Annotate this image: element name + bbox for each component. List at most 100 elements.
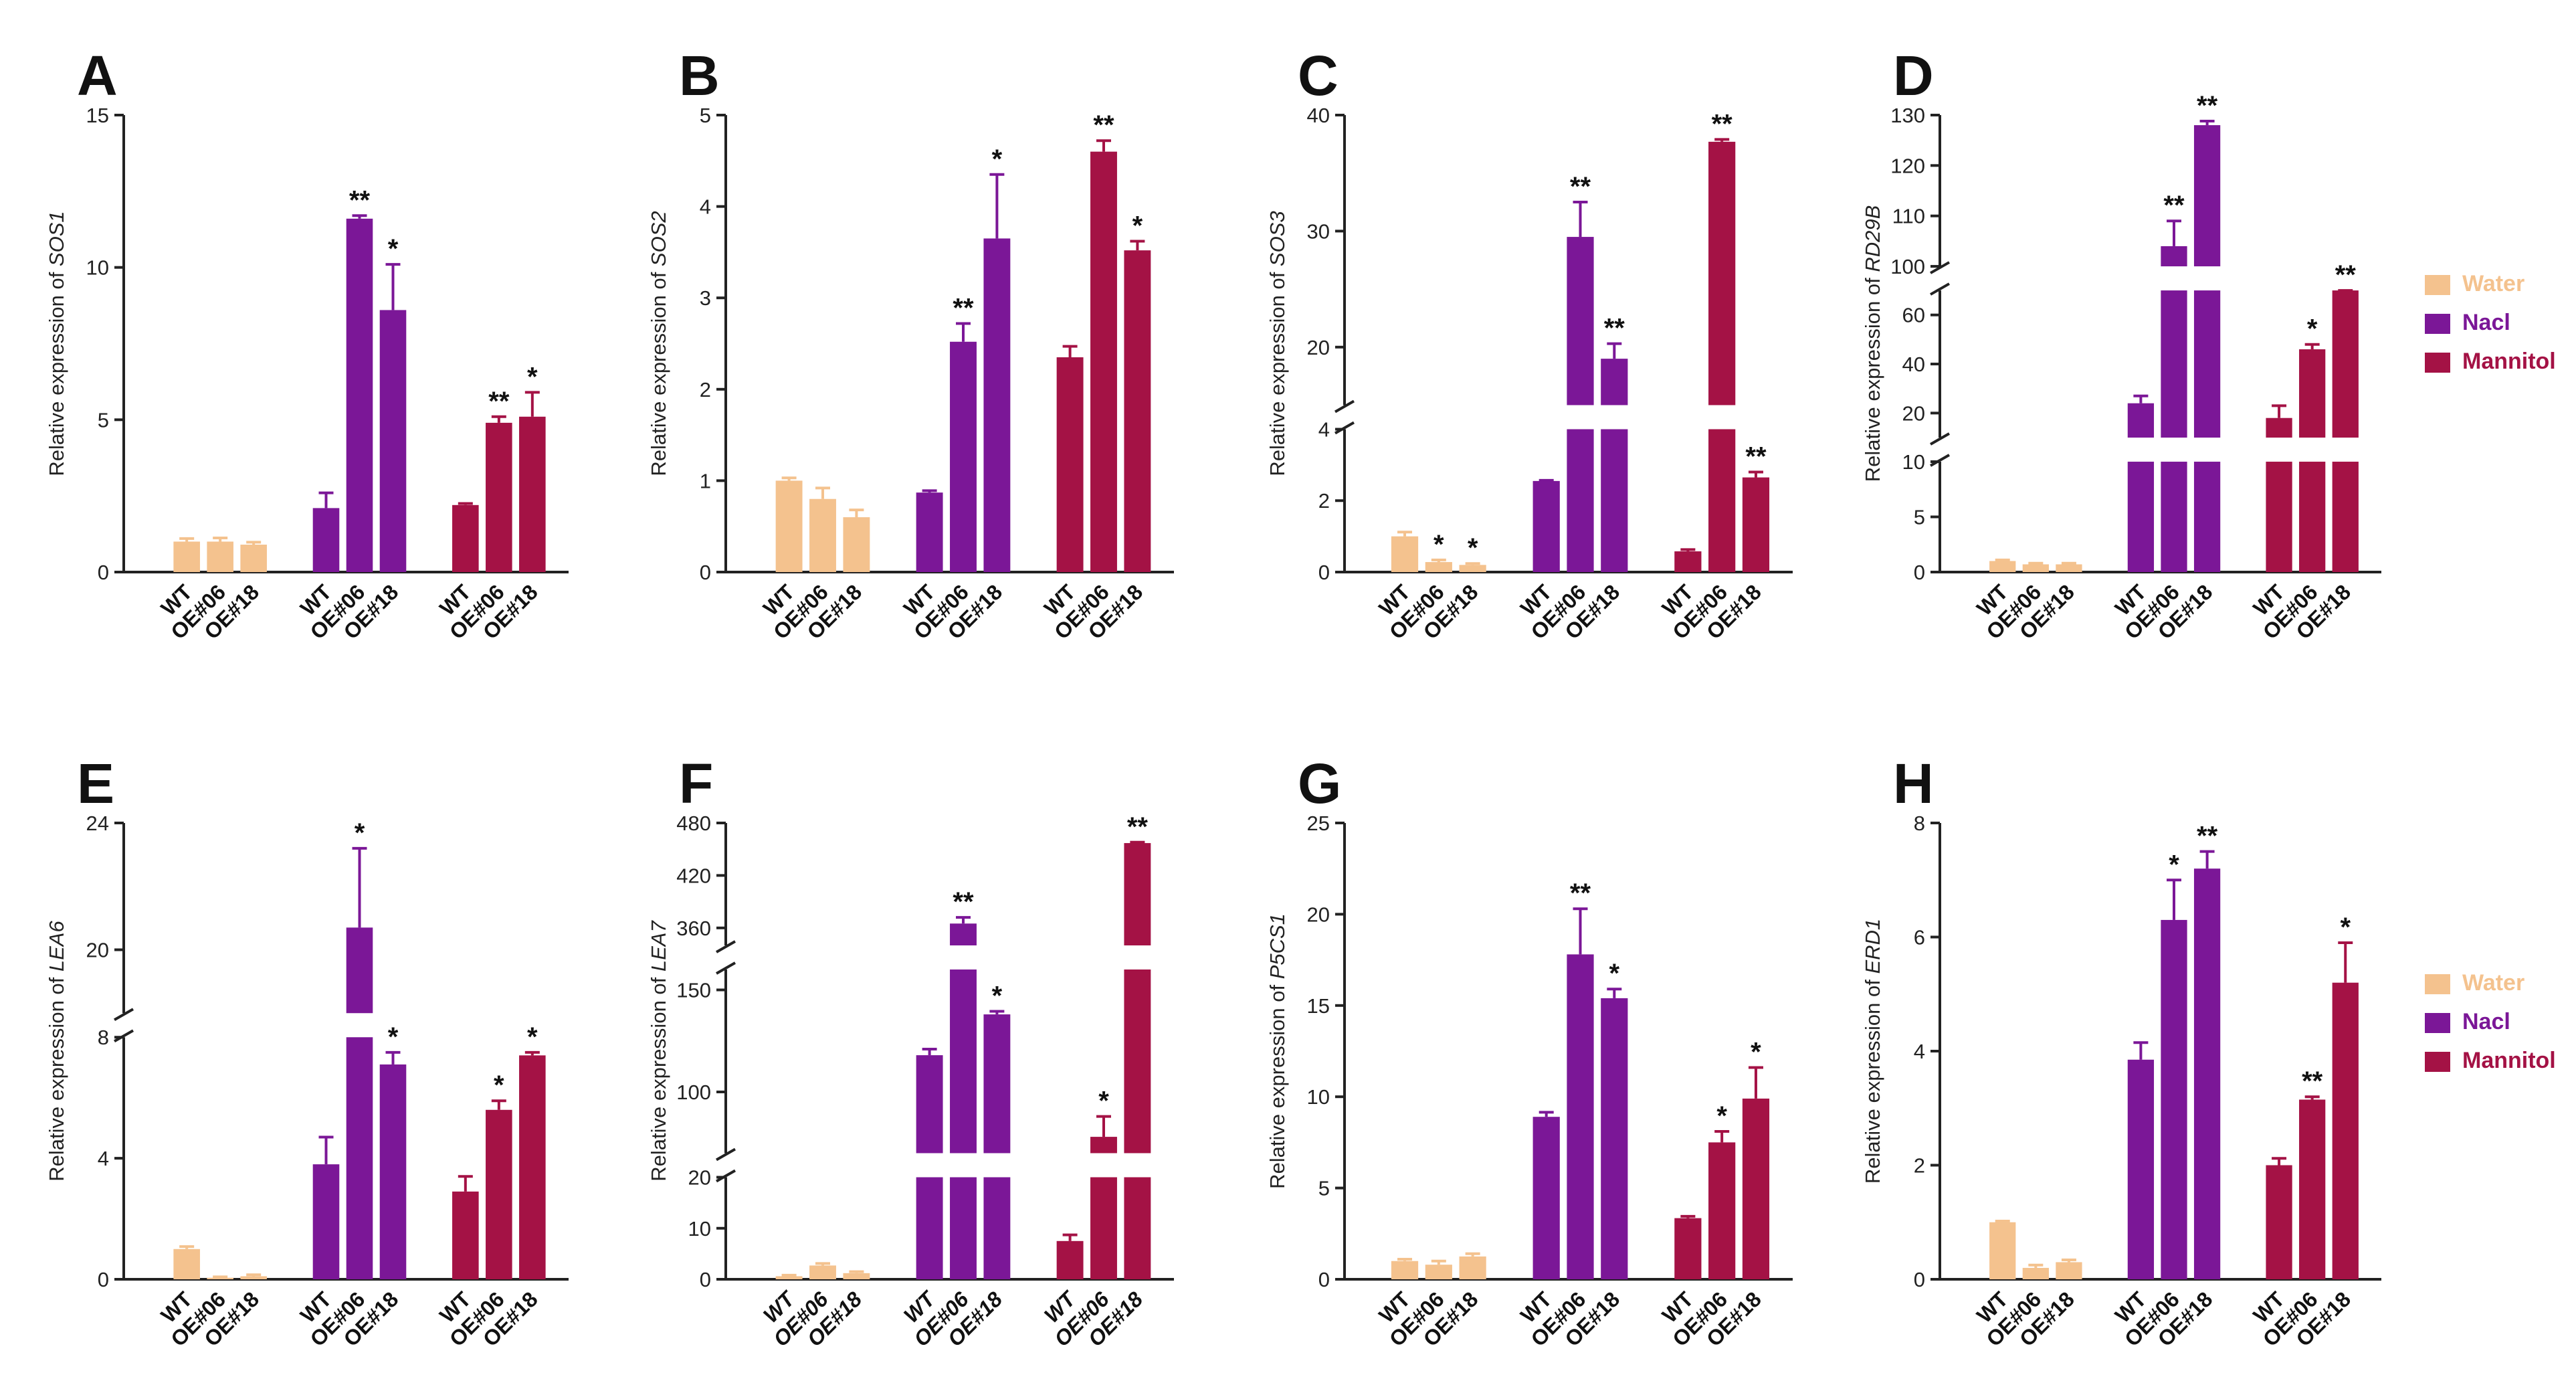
- y-axis-label: Relative expression of ERD1: [1861, 919, 1884, 1184]
- bar-mannitol-oe06: [486, 422, 512, 572]
- significance-label: **: [1093, 110, 1114, 140]
- y-tick-label: 25: [1307, 812, 1330, 835]
- y-tick-label: 0: [1914, 1268, 1925, 1291]
- panel-letter: H: [1893, 752, 1934, 815]
- axis-break-mark: [716, 1169, 736, 1183]
- bar-nacl-wt: [2127, 1059, 2155, 1279]
- y-axis-label-prefix: Relative expression of: [647, 266, 670, 476]
- significance-label: **: [2302, 1067, 2323, 1096]
- y-tick-label: 5: [1914, 506, 1925, 529]
- legend-label-nacl: Nacl: [2462, 310, 2510, 335]
- bar-water-oe06: [2022, 1267, 2049, 1279]
- legend-swatch-water: [2425, 974, 2450, 994]
- significance-label: *: [494, 1071, 504, 1100]
- bar-nacl-oe18: [2193, 868, 2221, 1279]
- axis-break-mark: [1334, 399, 1355, 413]
- bar-mannitol-oe18: [1124, 250, 1151, 572]
- y-tick-label: 5: [1318, 1177, 1330, 1200]
- panel-letter: A: [77, 44, 118, 107]
- y-tick-label: 4: [700, 195, 711, 219]
- y-axis-label: Relative expression of P5CS1: [1266, 913, 1289, 1189]
- y-tick-label: 0: [1914, 561, 1925, 584]
- legend-swatch-nacl: [2425, 1013, 2450, 1033]
- legend-swatch-mannitol: [2425, 353, 2450, 373]
- y-tick-label: 0: [1318, 1268, 1330, 1291]
- significance-label: *: [992, 982, 1003, 1011]
- legend-label-nacl: Nacl: [2462, 1009, 2510, 1034]
- axis-break-mark: [1930, 432, 1950, 446]
- y-tick-label: 20: [688, 1166, 711, 1190]
- bar-nacl-wt: [1532, 1117, 1560, 1279]
- bar-water-oe18: [1459, 1256, 1486, 1279]
- bar-break-gap: [2159, 266, 2189, 291]
- bar-water-oe06: [809, 1265, 836, 1279]
- bar-mannitol-wt: [1674, 1218, 1702, 1279]
- panel-letter: D: [1893, 44, 1934, 107]
- y-tick-label: 3: [700, 286, 711, 310]
- axis-break-mark: [1930, 261, 1950, 274]
- bar-break-gap: [344, 1013, 375, 1038]
- bar-mannitol-wt: [452, 504, 479, 572]
- y-tick-label: 10: [86, 256, 109, 280]
- bar-water-oe18: [2056, 1262, 2082, 1279]
- bar-nacl-oe06: [950, 341, 977, 572]
- y-axis-label: Relative expression of SOS1: [45, 211, 68, 476]
- axis-break-mark: [716, 1147, 736, 1162]
- bar-water-oe18: [2056, 564, 2082, 572]
- y-axis-label-gene: ERD1: [1861, 919, 1884, 974]
- y-tick-label: 8: [1914, 812, 1925, 835]
- y-axis-label: Relative expression of LEA6: [45, 921, 68, 1182]
- y-tick-label: 1: [700, 469, 711, 492]
- bar-nacl-oe18: [983, 1014, 1011, 1279]
- y-tick-label: 2: [700, 378, 711, 401]
- y-axis-label-gene: SOS3: [1266, 211, 1289, 266]
- axis-break-mark: [1334, 421, 1355, 435]
- y-axis-label-prefix: Relative expression of: [45, 266, 68, 476]
- bar-break-gap: [2264, 438, 2294, 462]
- y-tick-label: 360: [676, 917, 711, 940]
- bar-nacl-oe06: [1567, 954, 1594, 1279]
- legend-label-mannitol: Mannitol: [2462, 1048, 2556, 1073]
- bar-nacl-oe18: [2193, 125, 2221, 572]
- bar-break-gap: [949, 945, 978, 969]
- bar-water-oe18: [843, 517, 870, 572]
- significance-label: *: [1609, 959, 1620, 988]
- bar-nacl-oe06: [1567, 237, 1594, 572]
- bar-water-wt: [1391, 536, 1419, 572]
- bar-break-gap: [982, 1153, 1012, 1178]
- y-axis-label-gene: SOS2: [647, 211, 670, 266]
- significance-label: *: [2340, 913, 2351, 942]
- y-axis-label-gene: P5CS1: [1266, 913, 1289, 979]
- bar-water-oe06: [809, 498, 836, 572]
- bar-mannitol-oe18: [1742, 477, 1770, 572]
- bar-break-gap: [1122, 1153, 1153, 1178]
- axis-break-mark: [1930, 454, 1950, 467]
- bar-nacl-oe06: [950, 923, 977, 1279]
- legend-label-water: Water: [2462, 970, 2524, 996]
- bar-nacl-oe06: [346, 218, 373, 572]
- panel-letter: G: [1298, 752, 1341, 815]
- bar-water-oe06: [1425, 1265, 1452, 1279]
- axis-break-mark: [716, 961, 736, 975]
- bar-water-oe18: [843, 1273, 870, 1279]
- y-tick-label: 0: [1318, 561, 1330, 584]
- bar-water-wt: [1989, 1222, 2016, 1279]
- significance-label: *: [1433, 530, 1444, 559]
- y-axis-label: Relative expression of SOS3: [1266, 211, 1289, 476]
- y-tick-label: 4: [1914, 1040, 1925, 1063]
- bar-mannitol-oe18: [519, 416, 546, 572]
- axis-break-mark: [1930, 282, 1950, 296]
- y-tick-label: 0: [700, 1268, 711, 1291]
- y-tick-label: 20: [86, 938, 109, 961]
- bar-mannitol-oe18: [1742, 1098, 1770, 1279]
- bar-break-gap: [2192, 266, 2222, 291]
- y-axis-label-prefix: Relative expression of: [1861, 974, 1884, 1184]
- y-axis-label-prefix: Relative expression of: [1266, 979, 1289, 1189]
- y-tick-label: 30: [1307, 219, 1330, 243]
- panel-letter: B: [679, 44, 720, 107]
- bar-mannitol-oe06: [486, 1109, 512, 1279]
